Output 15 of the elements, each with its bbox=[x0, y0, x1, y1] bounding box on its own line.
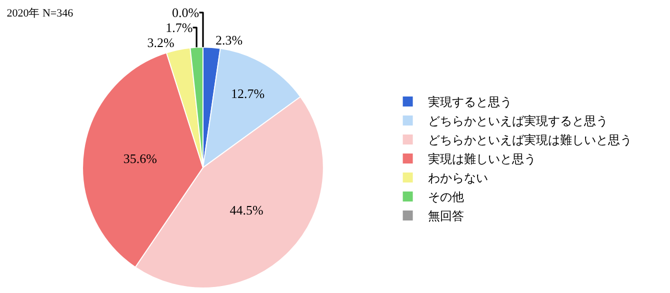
legend-label: 無回答 bbox=[428, 209, 464, 224]
text: 0.0% bbox=[172, 5, 200, 20]
data-label: 35.6% bbox=[123, 150, 158, 166]
legend-label: どちらかといえば実現すると思う bbox=[428, 114, 608, 128]
data-label: 1.7% bbox=[166, 20, 193, 36]
chart-title: 2020年 N=346 bbox=[6, 7, 74, 20]
data-label: 3.2% bbox=[147, 35, 174, 50]
data-label: 44.5% bbox=[230, 202, 264, 218]
data-label: 2.3% bbox=[215, 32, 243, 48]
legend-label: その他 bbox=[428, 190, 464, 204]
legend-label: どちらかといえば実現は難しいと思う bbox=[428, 133, 632, 148]
legend-label: わからない bbox=[428, 171, 488, 186]
legend-label: 実現すると思う bbox=[428, 95, 512, 110]
legend-label: 実現は難しいと思う bbox=[428, 152, 536, 166]
data-label: 12.7% bbox=[230, 86, 265, 101]
